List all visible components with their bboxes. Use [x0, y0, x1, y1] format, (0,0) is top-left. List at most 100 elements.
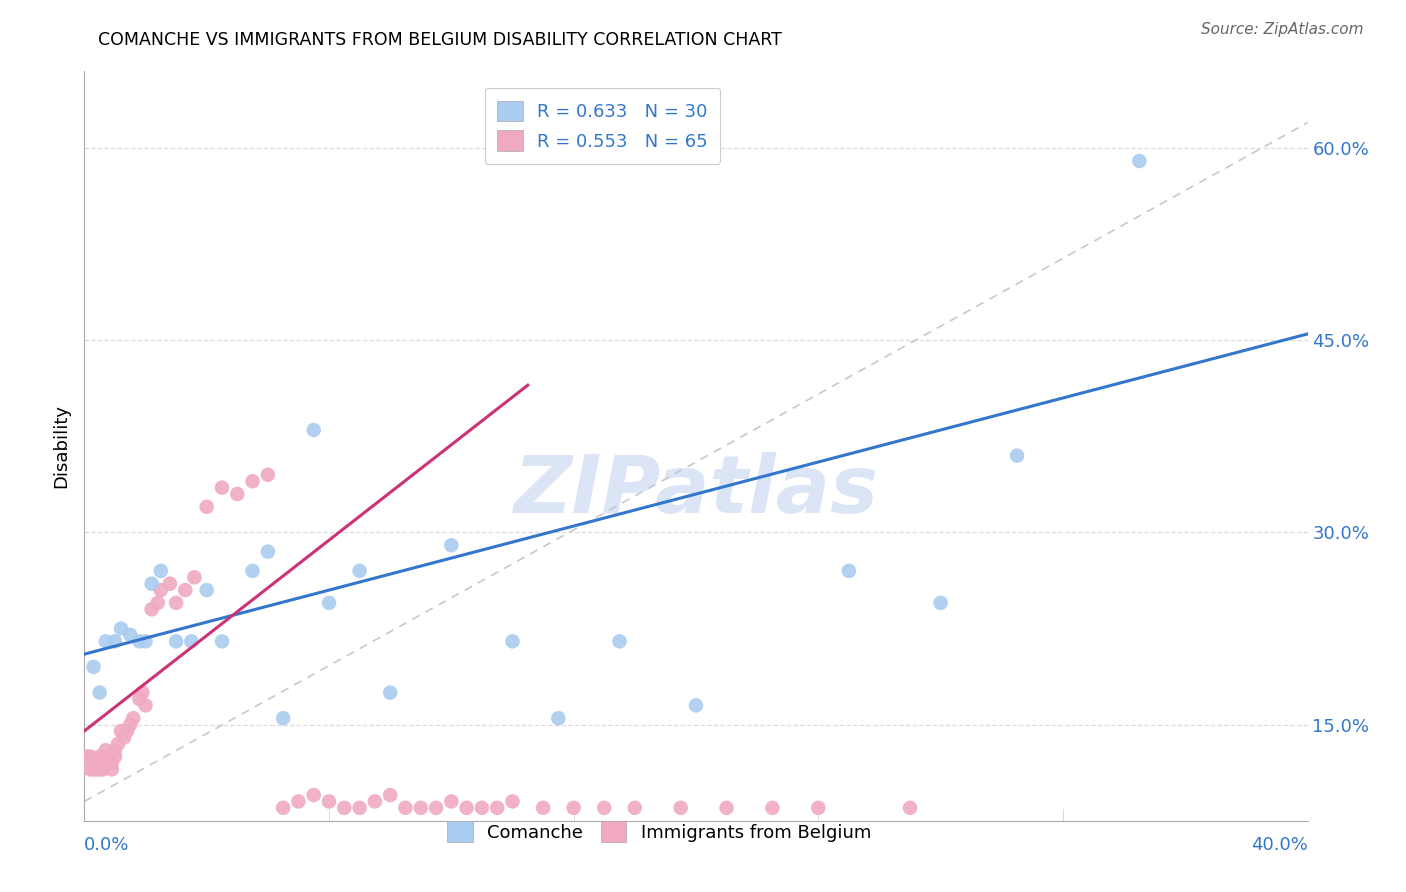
Point	[669, 801, 692, 815]
Point	[456, 801, 478, 815]
Point	[83, 660, 105, 674]
Legend: Comanche, Immigrants from Belgium: Comanche, Immigrants from Belgium	[437, 810, 882, 853]
Point	[97, 756, 120, 770]
Point	[898, 801, 921, 815]
Point	[115, 723, 138, 738]
Point	[128, 692, 150, 706]
Point	[302, 788, 325, 802]
Text: 40.0%: 40.0%	[1251, 836, 1308, 854]
Point	[685, 698, 707, 713]
Point	[211, 634, 233, 648]
Point	[104, 749, 127, 764]
Point	[89, 763, 111, 777]
Point	[440, 538, 463, 552]
Point	[471, 801, 494, 815]
Point	[211, 481, 233, 495]
Point	[110, 723, 132, 738]
Point	[165, 596, 187, 610]
Point	[394, 801, 416, 815]
Point	[101, 763, 124, 777]
Point	[97, 749, 120, 764]
Point	[440, 794, 463, 808]
Point	[89, 749, 111, 764]
Point	[531, 801, 554, 815]
Point	[807, 801, 830, 815]
Point	[257, 544, 280, 558]
Point	[195, 500, 218, 514]
Point	[83, 763, 105, 777]
Point	[107, 737, 129, 751]
Text: 0.0%: 0.0%	[84, 836, 129, 854]
Point	[149, 583, 172, 598]
Point	[94, 634, 117, 648]
Point	[141, 602, 163, 616]
Point	[761, 801, 783, 815]
Point	[165, 634, 187, 648]
Point	[425, 801, 447, 815]
Point	[94, 743, 117, 757]
Point	[110, 622, 132, 636]
Point	[609, 634, 631, 648]
Point	[79, 763, 101, 777]
Point	[716, 801, 738, 815]
Text: COMANCHE VS IMMIGRANTS FROM BELGIUM DISABILITY CORRELATION CHART: COMANCHE VS IMMIGRANTS FROM BELGIUM DISA…	[98, 31, 782, 49]
Point	[502, 634, 524, 648]
Point	[349, 801, 371, 815]
Point	[380, 788, 402, 802]
Point	[135, 698, 157, 713]
Point	[242, 564, 264, 578]
Point	[91, 756, 114, 770]
Point	[271, 801, 294, 815]
Point	[86, 756, 108, 770]
Point	[183, 570, 205, 584]
Point	[174, 583, 197, 598]
Point	[141, 576, 163, 591]
Point	[1005, 449, 1028, 463]
Point	[104, 634, 127, 648]
Point	[131, 685, 153, 699]
Point	[83, 756, 105, 770]
Point	[89, 685, 111, 699]
Point	[333, 801, 356, 815]
Point	[91, 763, 114, 777]
Point	[86, 763, 108, 777]
Point	[593, 801, 616, 815]
Point	[380, 685, 402, 699]
Point	[318, 794, 340, 808]
Point	[226, 487, 249, 501]
Point	[486, 801, 509, 815]
Point	[349, 564, 371, 578]
Point	[547, 711, 569, 725]
Point	[242, 474, 264, 488]
Point	[624, 801, 647, 815]
Point	[838, 564, 860, 578]
Point	[112, 731, 135, 745]
Point	[94, 749, 117, 764]
Point	[104, 743, 127, 757]
Point	[122, 711, 145, 725]
Point	[929, 596, 952, 610]
Point	[271, 711, 294, 725]
Point	[135, 634, 157, 648]
Text: Source: ZipAtlas.com: Source: ZipAtlas.com	[1201, 22, 1364, 37]
Point	[101, 756, 124, 770]
Point	[149, 564, 172, 578]
Point	[302, 423, 325, 437]
Point	[409, 801, 432, 815]
Y-axis label: Disability: Disability	[52, 404, 70, 488]
Point	[76, 749, 98, 764]
Point	[364, 794, 387, 808]
Point	[120, 628, 142, 642]
Point	[287, 794, 309, 808]
Point	[146, 596, 169, 610]
Point	[120, 717, 142, 731]
Point	[257, 467, 280, 482]
Point	[562, 801, 585, 815]
Point	[318, 596, 340, 610]
Text: ZIPatlas: ZIPatlas	[513, 452, 879, 530]
Point	[195, 583, 218, 598]
Point	[180, 634, 202, 648]
Point	[128, 634, 150, 648]
Point	[502, 794, 524, 808]
Point	[1128, 154, 1150, 169]
